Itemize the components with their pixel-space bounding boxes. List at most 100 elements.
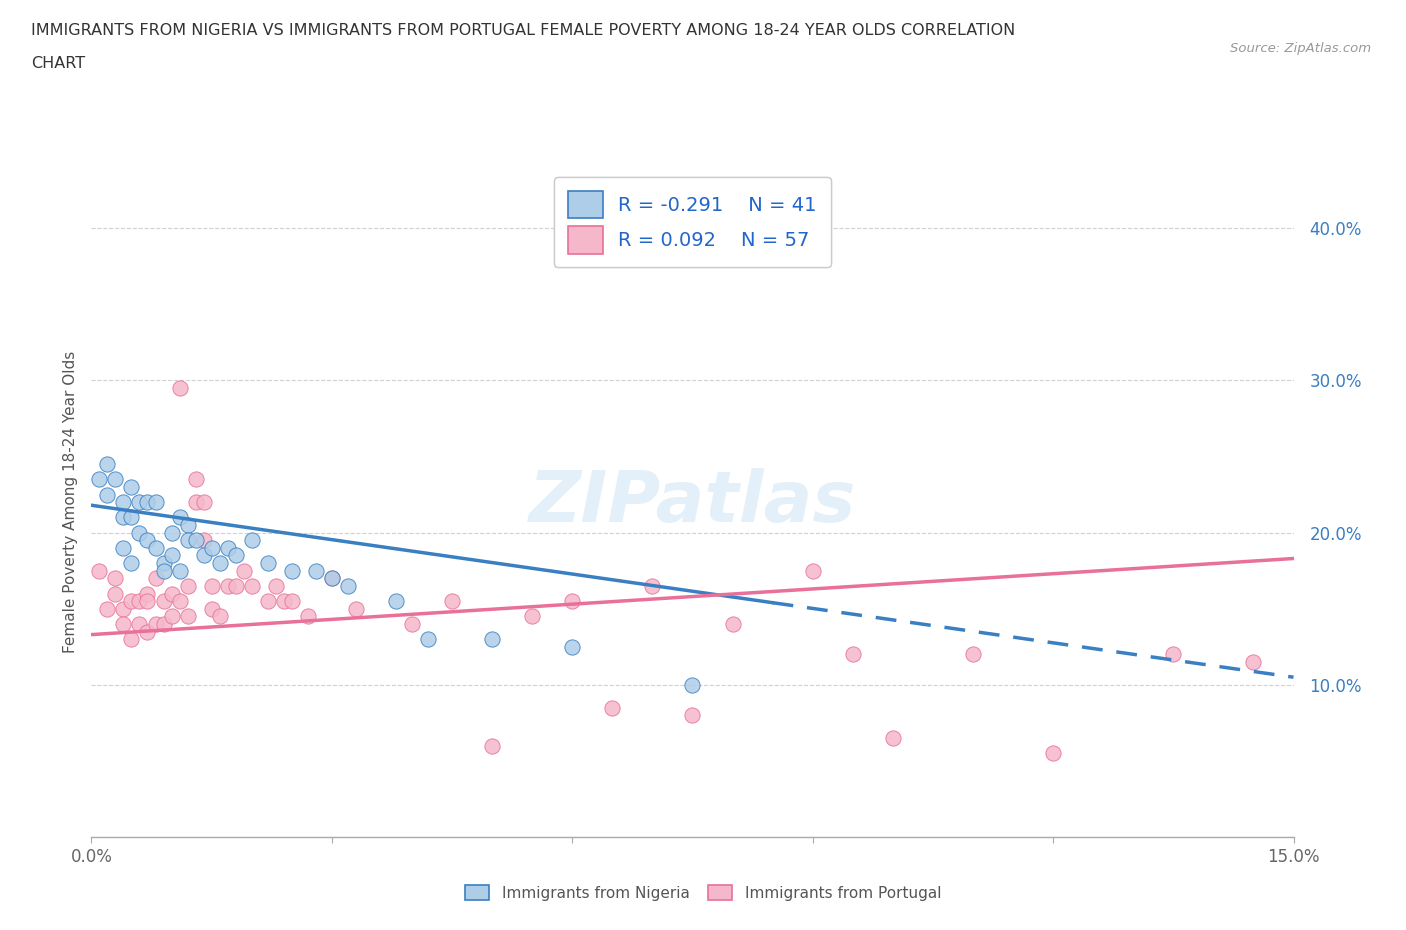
- Point: [160, 609, 183, 624]
- Text: Source: ZipAtlas.com: Source: ZipAtlas.com: [1230, 42, 1371, 55]
- Point: [193, 548, 215, 563]
- Point: [136, 495, 159, 510]
- Point: [225, 548, 247, 563]
- Point: [96, 487, 118, 502]
- Point: [561, 593, 583, 608]
- Y-axis label: Female Poverty Among 18-24 Year Olds: Female Poverty Among 18-24 Year Olds: [62, 352, 77, 654]
- Point: [96, 457, 118, 472]
- Point: [193, 533, 215, 548]
- Point: [208, 555, 231, 570]
- Point: [184, 495, 207, 510]
- Point: [321, 571, 343, 586]
- Point: [561, 639, 583, 654]
- Point: [681, 677, 703, 692]
- Point: [112, 540, 135, 555]
- Point: [169, 593, 191, 608]
- Point: [184, 533, 207, 548]
- Point: [225, 578, 247, 593]
- Point: [145, 495, 167, 510]
- Point: [145, 540, 167, 555]
- Point: [112, 602, 135, 617]
- Point: [240, 533, 263, 548]
- Point: [416, 631, 439, 646]
- Point: [121, 555, 143, 570]
- Point: [297, 609, 319, 624]
- Point: [681, 708, 703, 723]
- Point: [89, 472, 111, 486]
- Point: [176, 533, 198, 548]
- Point: [305, 564, 328, 578]
- Point: [641, 578, 664, 593]
- Point: [128, 525, 150, 540]
- Point: [217, 578, 239, 593]
- Point: [121, 480, 143, 495]
- Point: [336, 578, 359, 593]
- Point: [152, 564, 174, 578]
- Point: [104, 472, 127, 486]
- Point: [128, 617, 150, 631]
- Point: [121, 510, 143, 525]
- Point: [176, 578, 198, 593]
- Point: [522, 609, 544, 624]
- Point: [801, 564, 824, 578]
- Point: [256, 593, 278, 608]
- Point: [136, 593, 159, 608]
- Point: [1163, 647, 1185, 662]
- Point: [145, 617, 167, 631]
- Point: [152, 555, 174, 570]
- Point: [232, 564, 254, 578]
- Point: [128, 593, 150, 608]
- Point: [481, 738, 503, 753]
- Point: [201, 602, 224, 617]
- Point: [104, 571, 127, 586]
- Legend: Immigrants from Nigeria, Immigrants from Portugal: Immigrants from Nigeria, Immigrants from…: [457, 877, 949, 909]
- Point: [264, 578, 287, 593]
- Point: [128, 495, 150, 510]
- Point: [401, 617, 423, 631]
- Point: [962, 647, 984, 662]
- Point: [112, 510, 135, 525]
- Legend: R = -0.291    N = 41, R = 0.092    N = 57: R = -0.291 N = 41, R = 0.092 N = 57: [554, 177, 831, 267]
- Point: [602, 700, 624, 715]
- Point: [136, 586, 159, 601]
- Point: [160, 586, 183, 601]
- Point: [160, 548, 183, 563]
- Point: [89, 564, 111, 578]
- Point: [256, 555, 278, 570]
- Point: [176, 609, 198, 624]
- Point: [121, 631, 143, 646]
- Point: [112, 495, 135, 510]
- Point: [169, 564, 191, 578]
- Point: [281, 564, 304, 578]
- Point: [169, 380, 191, 395]
- Point: [882, 731, 904, 746]
- Point: [1243, 655, 1265, 670]
- Point: [160, 525, 183, 540]
- Point: [145, 571, 167, 586]
- Point: [721, 617, 744, 631]
- Point: [152, 593, 174, 608]
- Point: [201, 578, 224, 593]
- Point: [385, 593, 408, 608]
- Text: CHART: CHART: [31, 56, 84, 71]
- Point: [136, 533, 159, 548]
- Point: [136, 624, 159, 639]
- Text: IMMIGRANTS FROM NIGERIA VS IMMIGRANTS FROM PORTUGAL FEMALE POVERTY AMONG 18-24 Y: IMMIGRANTS FROM NIGERIA VS IMMIGRANTS FR…: [31, 23, 1015, 38]
- Text: ZIPatlas: ZIPatlas: [529, 468, 856, 537]
- Point: [208, 609, 231, 624]
- Point: [841, 647, 863, 662]
- Point: [176, 518, 198, 533]
- Point: [217, 540, 239, 555]
- Point: [152, 617, 174, 631]
- Point: [121, 593, 143, 608]
- Point: [104, 586, 127, 601]
- Point: [344, 602, 367, 617]
- Point: [201, 540, 224, 555]
- Point: [240, 578, 263, 593]
- Point: [169, 510, 191, 525]
- Point: [1042, 746, 1064, 761]
- Point: [96, 602, 118, 617]
- Point: [321, 571, 343, 586]
- Point: [440, 593, 463, 608]
- Point: [184, 472, 207, 486]
